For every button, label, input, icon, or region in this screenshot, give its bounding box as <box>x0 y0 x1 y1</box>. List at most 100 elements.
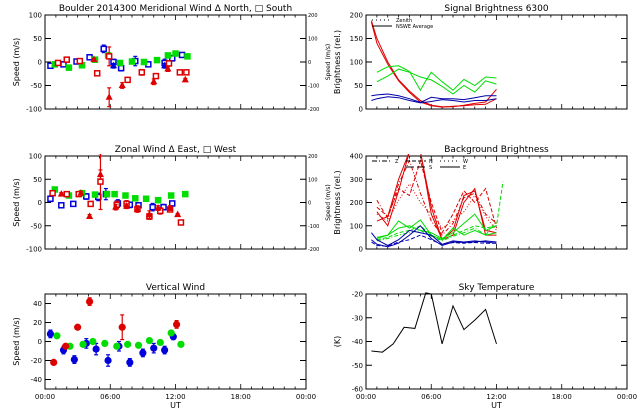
data-point <box>77 189 85 196</box>
data-point <box>54 59 62 67</box>
data-point <box>90 55 98 63</box>
data-point <box>63 56 70 63</box>
data-point <box>83 193 90 200</box>
series-line-green-zenith <box>376 65 497 92</box>
data-point <box>76 57 84 65</box>
data-point <box>142 195 150 203</box>
y-tick-label: 100 <box>350 59 363 67</box>
data-point <box>92 345 100 353</box>
data-point <box>100 45 107 53</box>
data-point <box>164 52 172 59</box>
data-point <box>47 195 54 203</box>
series-line-green-avg <box>376 68 497 95</box>
y-tick-label: 0 <box>38 199 42 207</box>
y-tick-label: -50 <box>31 82 42 90</box>
data-point <box>96 170 105 178</box>
legend-label: W <box>463 159 468 165</box>
data-point <box>154 196 162 204</box>
y-tick-label: 40 <box>33 300 42 308</box>
series-green <box>53 329 185 350</box>
data-point <box>150 77 158 85</box>
data-point <box>57 190 65 197</box>
plot-frame <box>44 155 307 250</box>
y-tick-label: 150 <box>350 35 363 43</box>
plot-area <box>371 154 504 248</box>
data-point <box>167 329 175 337</box>
data-point <box>122 192 129 199</box>
x-tick-label: 00:00 <box>356 393 376 401</box>
data-point <box>85 298 94 306</box>
data-point <box>150 344 158 352</box>
data-point <box>63 190 70 198</box>
data-point <box>172 50 179 57</box>
data-point <box>62 342 70 350</box>
y-tick-label: 20 <box>33 319 42 327</box>
x-tick-label: 12:00 <box>486 393 506 401</box>
y-tick-label: -50 <box>31 222 42 230</box>
legend-label: NSWE Average <box>396 24 433 30</box>
plot-area <box>371 292 497 353</box>
chart-panel-background: Background Brightness 0 100 200 300 400 Bright… <box>333 145 628 254</box>
data-point <box>139 349 147 357</box>
x-tick-label: 18:00 <box>231 393 251 401</box>
data-point <box>161 346 169 354</box>
y-tick-label: 100 <box>350 222 363 230</box>
legend-label: N <box>429 159 433 165</box>
series-red-n <box>90 55 189 108</box>
x-tick-label: 12:00 <box>165 393 185 401</box>
data-point <box>140 58 148 66</box>
plot-area <box>47 44 191 108</box>
chart-title: Vertical Wind <box>146 283 205 293</box>
series-line-red-avg <box>370 21 497 108</box>
y-tick-label: -100 <box>26 246 42 254</box>
data-point <box>132 195 139 202</box>
y-right-tick-label: 0 <box>308 201 311 207</box>
y-axis-label: Brightness (rel.) <box>333 30 342 94</box>
data-point <box>49 189 56 197</box>
data-point <box>89 337 97 346</box>
series-line-red-n <box>376 158 497 234</box>
data-point <box>156 338 164 347</box>
x-axis-label: UT <box>491 401 502 410</box>
y-axis-label: Brightness (rel.) <box>333 170 342 234</box>
data-point <box>86 54 93 61</box>
data-point <box>153 56 161 64</box>
data-point <box>182 190 189 198</box>
y-right-tick-label: -200 <box>308 247 319 253</box>
data-point <box>183 69 190 76</box>
chart-title: Background Brightness <box>444 145 549 155</box>
y-right-axis-label: Speed (m/s) <box>325 184 332 220</box>
data-point <box>104 356 112 365</box>
series-line-red-zenith <box>370 20 497 108</box>
data-point <box>167 192 175 199</box>
chart-panel-skytemp: Sky Temperature -60 -50 -40 -30 -20 (K) 00:00 06… <box>333 283 637 410</box>
data-point <box>145 210 153 218</box>
x-tick-label: 18:00 <box>552 393 572 401</box>
data-point <box>113 342 121 350</box>
chart-panel-vertical: Vertical Wind -40 -20 0 20 40 Speed (m/s) 00:00… <box>12 283 316 410</box>
data-point <box>65 64 73 71</box>
x-axis-label: UT <box>170 401 181 410</box>
y-axis-label: Speed (m/s) <box>12 178 21 227</box>
data-point <box>177 219 185 226</box>
data-point <box>103 190 111 198</box>
y-tick-label: -20 <box>31 357 42 365</box>
data-point <box>126 358 134 366</box>
y-right-tick-label: 0 <box>308 60 311 66</box>
series-red-w <box>49 154 185 226</box>
y-axis-label: (K) <box>333 336 342 348</box>
plot-frame <box>44 14 307 110</box>
series-line-blue-e <box>371 229 497 247</box>
data-point <box>105 93 113 100</box>
data-point <box>152 72 160 80</box>
x-tick-label: 00:00 <box>617 393 637 401</box>
y-tick-label: 100 <box>29 12 42 20</box>
data-point <box>172 320 181 328</box>
y-tick-label: -40 <box>352 338 363 346</box>
chart-title: Sky Temperature <box>459 283 535 293</box>
y-tick-label: 50 <box>33 35 42 43</box>
data-point <box>165 60 173 67</box>
legend-label: E <box>463 165 466 171</box>
series-blue <box>47 44 186 72</box>
data-point <box>101 339 109 347</box>
